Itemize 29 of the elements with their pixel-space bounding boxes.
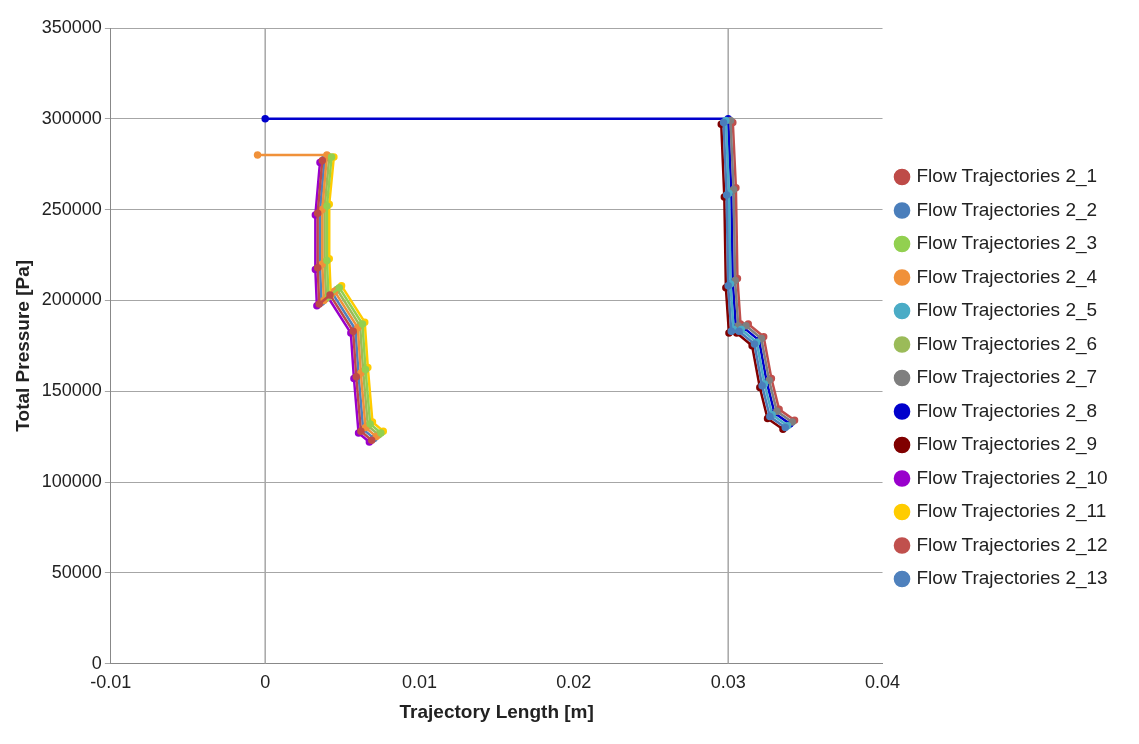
x-tick-label: 0.01 — [402, 672, 438, 693]
x-axis-title: Trajectory Length [m] — [399, 700, 594, 722]
legend-label: Flow Trajectories 2_10 — [916, 466, 1108, 489]
y-tick-label: 150000 — [41, 380, 102, 401]
y-tick-label: 50000 — [51, 561, 102, 582]
legend-label: Flow Trajectories 2_7 — [916, 366, 1098, 389]
legend-label: Flow Trajectories 2_8 — [916, 399, 1098, 422]
legend-label: Flow Trajectories 2_12 — [916, 533, 1108, 556]
y-tick-label: 100000 — [41, 470, 102, 491]
legend-label: Flow Trajectories 2_5 — [916, 299, 1098, 322]
x-tick-label: 0.04 — [864, 672, 901, 693]
y-tick-label: 200000 — [41, 289, 102, 310]
x-tick-label: -0.01 — [90, 672, 132, 693]
legend-label: Flow Trajectories 2_9 — [916, 433, 1098, 456]
legend-label: Flow Trajectories 2_13 — [916, 567, 1108, 590]
legend-label: Flow Trajectories 2_11 — [916, 500, 1107, 523]
y-axis-title: Total Pressure [Pa] — [11, 259, 33, 432]
legend-label: Flow Trajectories 2_6 — [916, 332, 1098, 355]
y-tick-label: 0 — [91, 652, 102, 673]
x-tick-label: 0 — [260, 672, 271, 693]
legend-label: Flow Trajectories 2_3 — [916, 232, 1098, 255]
x-tick-label: 0.02 — [556, 672, 592, 693]
y-tick-label: 300000 — [41, 107, 102, 128]
y-tick-label: 350000 — [41, 16, 102, 37]
legend-label: Flow Trajectories 2_4 — [916, 265, 1098, 288]
legend-label: Flow Trajectories 2_1 — [916, 165, 1098, 188]
y-tick-label: 250000 — [41, 198, 102, 219]
legend-label: Flow Trajectories 2_2 — [916, 198, 1098, 221]
x-tick-label: 0.03 — [710, 672, 746, 693]
